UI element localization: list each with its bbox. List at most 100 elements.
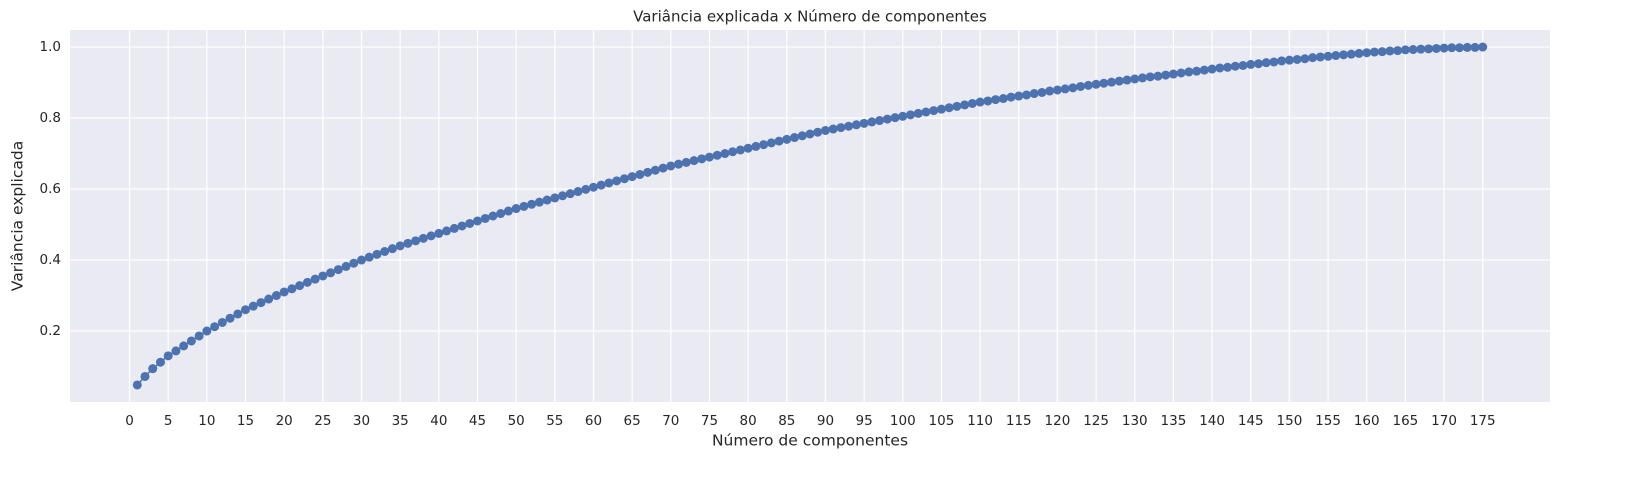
point xyxy=(650,165,660,175)
point xyxy=(558,191,568,201)
point xyxy=(542,195,552,205)
point xyxy=(1199,65,1209,75)
point xyxy=(1192,66,1202,76)
point xyxy=(148,364,158,374)
point xyxy=(140,371,150,381)
point xyxy=(171,346,181,356)
point xyxy=(1447,43,1457,53)
point xyxy=(186,336,196,346)
point xyxy=(1060,84,1070,94)
x-tick-label: 145 xyxy=(1238,413,1264,429)
point xyxy=(1238,60,1248,70)
point xyxy=(596,180,606,190)
point xyxy=(527,199,537,209)
x-tick-label: 50 xyxy=(508,413,525,429)
x-tick-label: 35 xyxy=(392,413,409,429)
point xyxy=(1168,69,1178,79)
point xyxy=(565,189,575,199)
point xyxy=(906,110,916,120)
point xyxy=(1122,75,1132,85)
point xyxy=(1284,55,1294,65)
point xyxy=(233,309,243,319)
point xyxy=(960,100,970,110)
point xyxy=(473,216,483,226)
point xyxy=(163,351,173,361)
point xyxy=(774,136,784,146)
point xyxy=(882,114,892,124)
point xyxy=(480,213,490,223)
point xyxy=(766,138,776,148)
y-axis-label: Variância explicada xyxy=(9,141,27,291)
point xyxy=(457,221,467,231)
x-tick-label: 165 xyxy=(1393,413,1419,429)
point xyxy=(418,233,428,243)
point xyxy=(875,116,885,126)
point xyxy=(1083,80,1093,90)
point xyxy=(1261,58,1271,68)
point xyxy=(357,255,367,265)
point xyxy=(341,261,351,271)
x-tick-label: 135 xyxy=(1161,413,1187,429)
point xyxy=(813,127,823,137)
x-tick-label: 175 xyxy=(1470,413,1496,429)
point xyxy=(1462,42,1472,52)
point xyxy=(658,163,668,173)
grid xyxy=(70,30,1550,402)
point xyxy=(1153,71,1163,81)
point xyxy=(210,322,220,332)
point xyxy=(225,313,235,323)
point xyxy=(1114,76,1124,86)
point xyxy=(1037,87,1047,97)
point xyxy=(936,104,946,114)
point xyxy=(1091,79,1101,89)
point xyxy=(380,246,390,256)
point xyxy=(1184,67,1194,77)
point xyxy=(256,298,266,308)
point xyxy=(1277,56,1287,66)
point xyxy=(519,201,529,211)
point xyxy=(1323,51,1333,61)
point xyxy=(890,113,900,123)
x-axis-label: Número de componentes xyxy=(712,432,908,450)
point xyxy=(836,123,846,133)
point xyxy=(155,357,165,367)
point xyxy=(627,172,637,182)
x-tick-label: 105 xyxy=(929,413,955,429)
point xyxy=(612,176,622,186)
point xyxy=(1130,74,1140,84)
point xyxy=(442,226,452,236)
point xyxy=(550,193,560,203)
point xyxy=(1223,62,1233,72)
point xyxy=(712,150,722,160)
point xyxy=(1416,44,1426,54)
point xyxy=(488,211,498,221)
point xyxy=(202,326,212,336)
x-tick-label: 95 xyxy=(856,413,873,429)
point xyxy=(1014,91,1024,101)
point xyxy=(1292,54,1302,64)
point xyxy=(1424,44,1434,54)
point xyxy=(998,94,1008,104)
point xyxy=(287,284,297,294)
point xyxy=(302,277,312,287)
point xyxy=(851,120,861,130)
point xyxy=(1369,47,1379,57)
point xyxy=(1022,90,1032,100)
point xyxy=(1385,46,1395,56)
y-tick-label: 0.8 xyxy=(40,110,61,126)
x-tick-label: 90 xyxy=(817,413,834,429)
x-tick-label: 5 xyxy=(164,413,173,429)
x-tick-label: 20 xyxy=(276,413,293,429)
x-tick-label: 60 xyxy=(585,413,602,429)
point xyxy=(496,209,506,219)
point xyxy=(666,161,676,171)
point xyxy=(643,167,653,177)
x-tick-label: 125 xyxy=(1083,413,1109,429)
point xyxy=(689,156,699,166)
point xyxy=(991,95,1001,105)
point xyxy=(318,271,328,281)
point xyxy=(588,182,598,192)
point xyxy=(1300,54,1310,64)
x-tick-label: 45 xyxy=(469,413,486,429)
x-tick-label: 110 xyxy=(967,413,993,429)
